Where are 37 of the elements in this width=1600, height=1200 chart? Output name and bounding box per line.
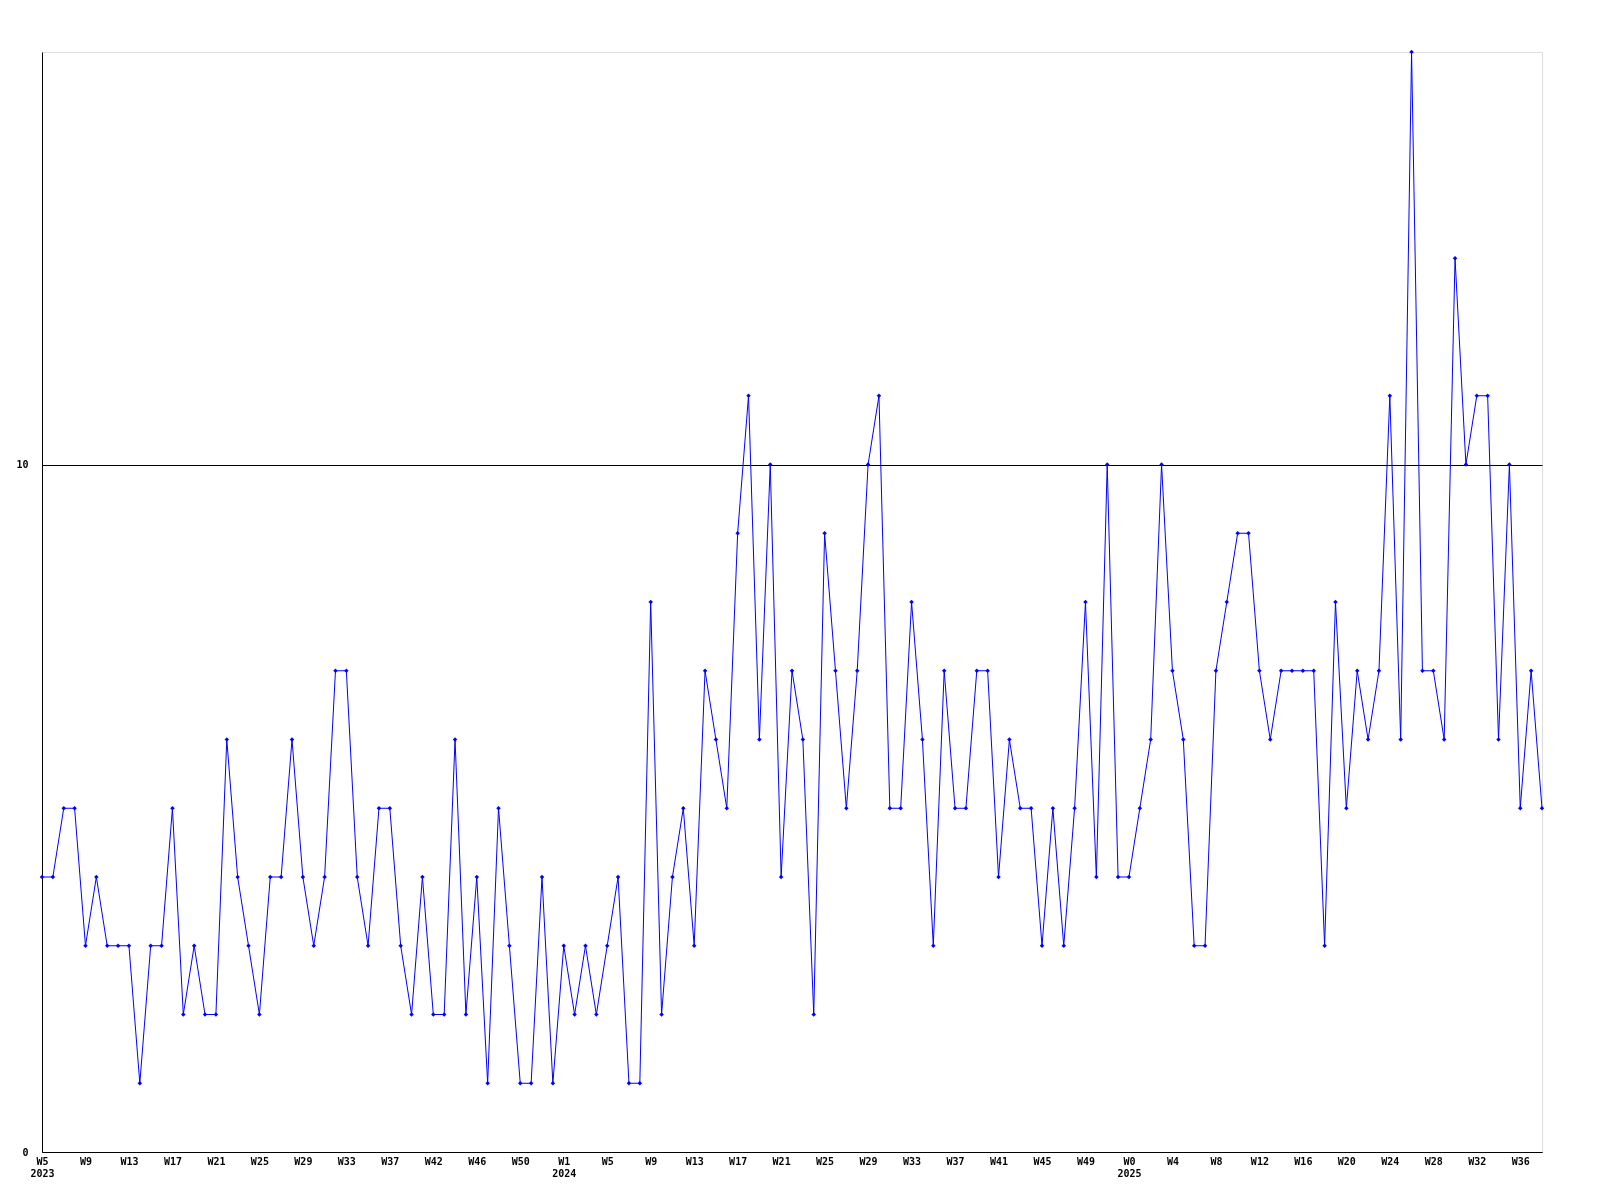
x-tick-label: W28 bbox=[1424, 1155, 1443, 1167]
x-tick-label: W21 bbox=[207, 1155, 226, 1167]
x-tick-label: W16 bbox=[1294, 1155, 1313, 1167]
x-tick-label: W41 bbox=[989, 1155, 1009, 1167]
x-tick-label: W9 bbox=[645, 1155, 658, 1167]
x-tick-label: W1 2024 bbox=[552, 1155, 577, 1179]
x-tick-label: W17 bbox=[729, 1155, 748, 1167]
x-tick-label: W36 bbox=[1511, 1155, 1530, 1167]
x-tick-label: W37 bbox=[381, 1155, 400, 1167]
x-tick-label: W17 bbox=[163, 1155, 182, 1167]
x-tick-label: W50 bbox=[511, 1155, 530, 1167]
x-tick-label: W45 bbox=[1033, 1155, 1052, 1167]
x-tick-label: W37 bbox=[946, 1155, 965, 1167]
x-tick-label: W12 bbox=[1250, 1155, 1269, 1167]
x-tick-label: W5 2023 bbox=[30, 1155, 55, 1179]
x-tick-label: W9 bbox=[79, 1155, 92, 1167]
x-tick-label: W24 bbox=[1381, 1155, 1400, 1167]
y-tick-label: 10 bbox=[16, 459, 29, 470]
x-tick-label: W25 bbox=[816, 1155, 835, 1167]
x-tick-label: W8 bbox=[1210, 1155, 1223, 1167]
y-tick-label: 0 bbox=[22, 1146, 29, 1158]
x-tick-label: W20 bbox=[1337, 1155, 1356, 1167]
x-tick-label: W32 bbox=[1468, 1155, 1487, 1167]
x-tick-label: W49 bbox=[1076, 1155, 1096, 1167]
x-tick-label: W25 bbox=[250, 1155, 269, 1167]
x-tick-label: W29 bbox=[859, 1155, 878, 1167]
x-tick-label: W33 bbox=[903, 1155, 922, 1167]
x-tick-label: W13 bbox=[685, 1155, 704, 1167]
x-tick-label: W13 bbox=[120, 1155, 139, 1167]
x-tick-label: W21 bbox=[772, 1155, 791, 1167]
x-tick-label: W42 bbox=[424, 1155, 443, 1167]
x-tick-label: W29 bbox=[294, 1155, 313, 1167]
x-tick-label: W4 bbox=[1166, 1155, 1179, 1167]
x-tick-label: W46 bbox=[468, 1155, 487, 1167]
x-tick-label: W33 bbox=[337, 1155, 356, 1167]
x-tick-label: W0 2025 bbox=[1117, 1155, 1142, 1179]
x-tick-label: W5 bbox=[601, 1155, 614, 1167]
